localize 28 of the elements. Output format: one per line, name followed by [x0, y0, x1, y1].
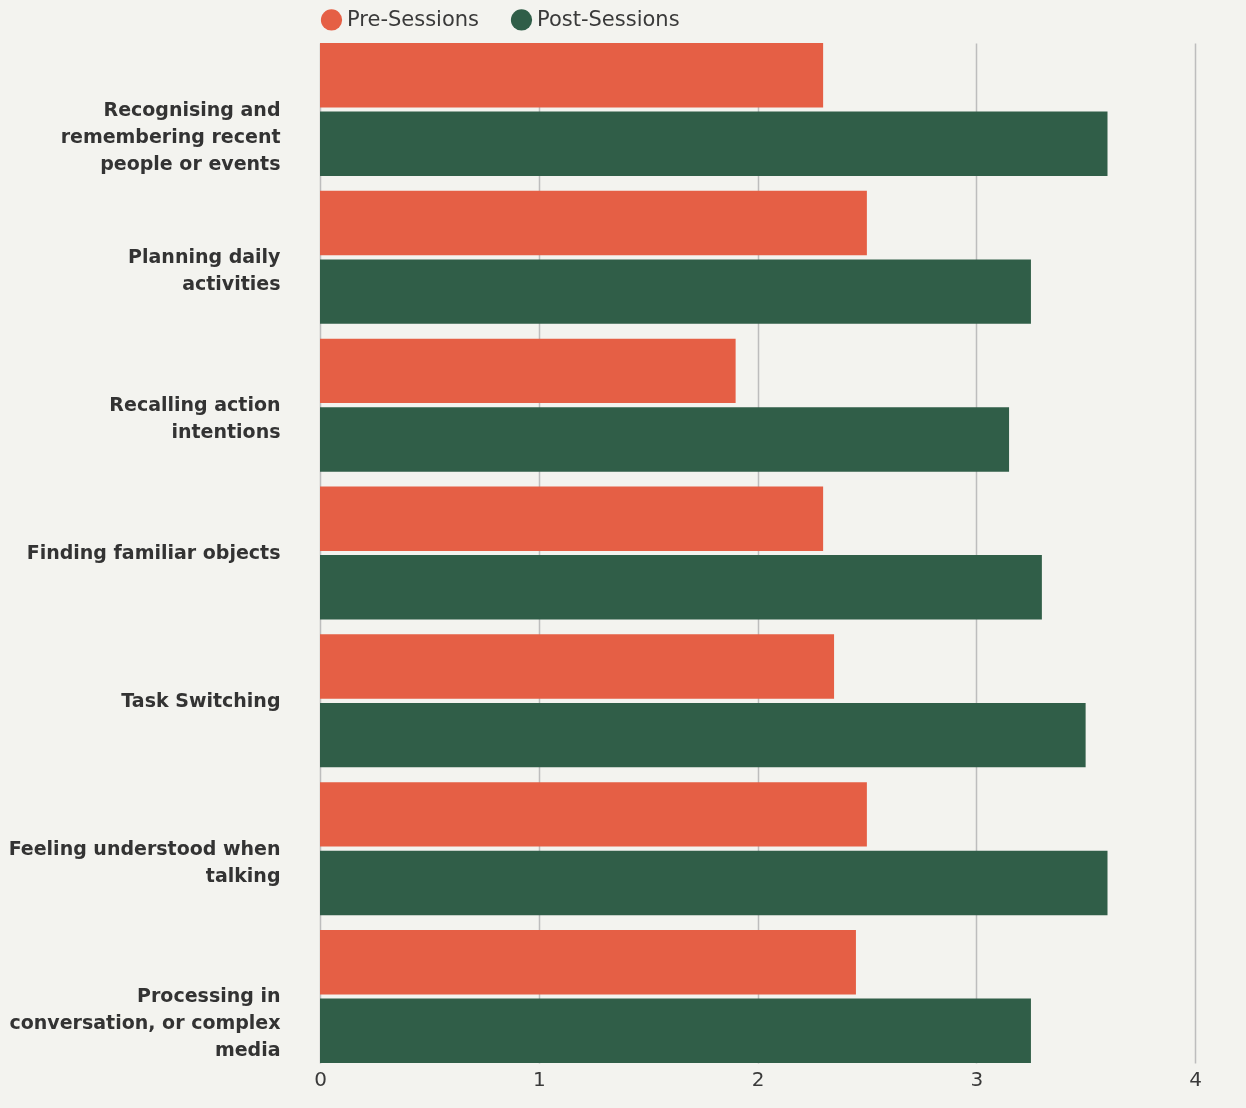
bar: [320, 190, 867, 256]
y-tick-label: Recognising and remembering recent people or events: [60, 97, 281, 174]
y-tick-label: Task Switching: [121, 688, 281, 711]
bar: [320, 850, 1108, 916]
bar: [320, 702, 1086, 768]
x-tick-label: 3: [970, 1066, 984, 1091]
y-tick-label: Processing in conversation, or complex media: [9, 984, 281, 1061]
bar: [320, 407, 1010, 472]
y-tick-label: Recalling action intentions: [109, 393, 281, 443]
y-tick-label: Feeling understood when talking: [8, 836, 281, 886]
legend-label: Pre-Sessions: [347, 6, 480, 31]
bar: [320, 929, 856, 995]
x-tick-label: 4: [1189, 1066, 1202, 1091]
bar: [320, 338, 736, 404]
bar: [320, 111, 1108, 177]
x-tick-label: 0: [314, 1066, 327, 1091]
bar: [320, 259, 1031, 324]
bar: [320, 43, 824, 108]
x-tick-label: 2: [751, 1066, 765, 1091]
bar: [320, 634, 835, 699]
x-tick-label: 1: [532, 1066, 546, 1091]
y-tick-label: Planning daily activities: [128, 245, 282, 295]
y-tick-label: Finding familiar objects: [26, 541, 281, 563]
bar: [320, 782, 867, 847]
legend-label: Post-Sessions: [537, 6, 680, 31]
bar: [320, 555, 1042, 620]
bar: [320, 998, 1031, 1063]
bar: [320, 486, 824, 551]
